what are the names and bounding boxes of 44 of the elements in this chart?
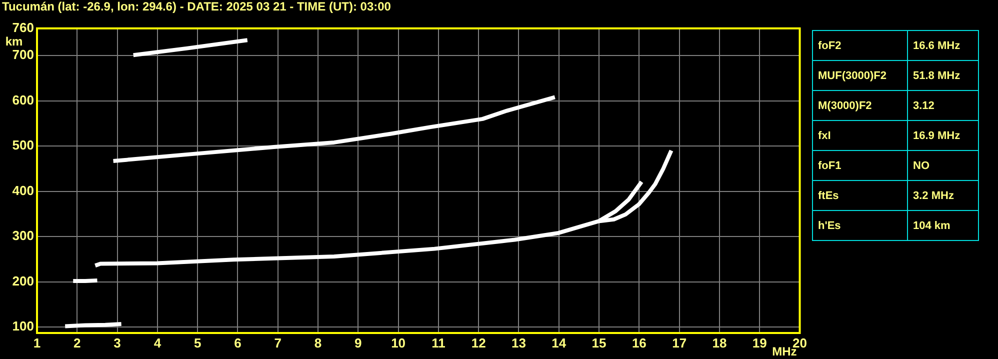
y-tick-label: 100 [12,318,34,334]
text: foF2 [812,30,908,60]
text: 3.2 MHz [908,180,978,210]
text: ftEs [812,180,908,210]
text: h'Es [812,210,908,240]
x-tick-label: 18 [712,335,727,350]
chart-title: Tucumán (lat: -26.9, lon: 294.6) - DATE: 2025 03 21 - TIME (UT): 03:00 [2,0,392,14]
x-tick-label: 16 [632,335,646,350]
text: foF1 [812,150,908,180]
text: 16.6 MHz [908,30,978,60]
x-tick-label: 20 [792,335,808,350]
y-tick-label: 600 [12,92,34,108]
x-tick-label: 13 [512,335,526,350]
x-tick-label: 1 [33,335,41,350]
x-tick-label: 17 [672,335,687,350]
text: fxI [812,120,908,150]
x-tick-label: 8 [314,335,322,350]
x-tick-label: 11 [432,335,446,350]
text: 3.12 [908,90,978,120]
x-tick-label: 4 [154,335,162,350]
x-tick-label: 12 [471,335,486,350]
x-tick-label: 6 [234,335,242,350]
text: MUF(3000)F2 [812,60,908,90]
y-tick-label: 760 [12,20,34,35]
x-tick-label: 10 [391,335,406,350]
y-tick-label: 700 [12,47,34,62]
x-tick-label: 15 [592,335,606,350]
x-tick-label: 14 [552,335,567,350]
x-tick-label: 9 [354,335,362,350]
text: 16.9 MHz [908,120,978,150]
y-tick-label: 400 [12,182,34,198]
text: NO [908,150,978,180]
y-tick-label: 200 [12,273,34,288]
x-tick-label: 7 [274,335,282,350]
x-tick-label: 5 [194,335,202,350]
x-tick-label: 3 [114,335,121,350]
text: 104 km [908,210,978,240]
text: 51.8 MHz [908,60,978,90]
x-tick-label: 19 [752,335,767,350]
y-axis-title: km [5,34,23,49]
y-tick-label: 500 [12,138,34,153]
x-tick-label: 2 [74,335,81,350]
text: M(3000)F2 [812,90,908,120]
y-tick-label: 300 [12,228,34,244]
